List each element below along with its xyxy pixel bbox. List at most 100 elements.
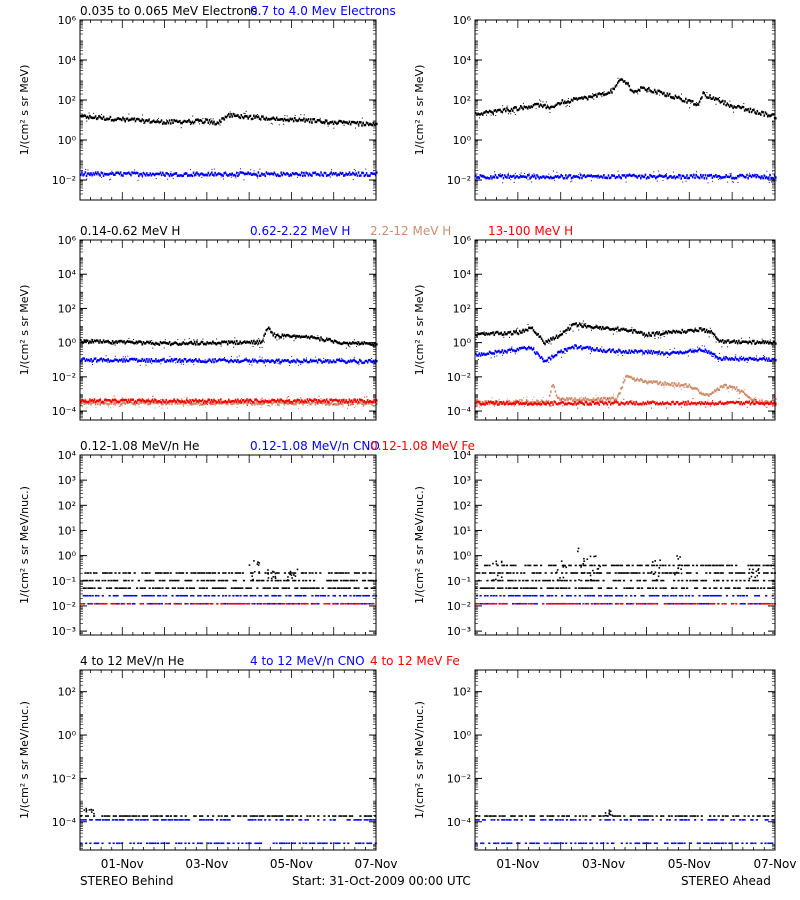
- data-point: [636, 351, 639, 354]
- data-point: [485, 400, 487, 403]
- data-point: [730, 400, 732, 404]
- data-point: [85, 339, 88, 342]
- data-point: [154, 120, 156, 124]
- data-point: [555, 394, 558, 397]
- data-point-scatter: [283, 123, 285, 125]
- data-point: [279, 360, 281, 364]
- data-point: [168, 174, 171, 178]
- data-point: [280, 336, 282, 339]
- data-point-scatter: [269, 328, 271, 330]
- data-point: [339, 342, 342, 345]
- data-point: [635, 330, 637, 334]
- data-point: [763, 114, 766, 117]
- data-point-scatter: [263, 341, 265, 343]
- data-point-scatter: [341, 357, 343, 359]
- data-point-scatter: [364, 396, 366, 398]
- data-point: [569, 402, 572, 405]
- data-point: [239, 401, 241, 405]
- y-tick-label: 10⁴: [58, 54, 77, 67]
- data-point: [637, 88, 640, 92]
- data-point: [765, 341, 768, 345]
- data-point: [139, 340, 141, 343]
- data-point: [281, 399, 284, 403]
- data-point: [157, 402, 160, 405]
- data-point: [761, 399, 763, 402]
- data-point-scatter: [372, 343, 374, 345]
- data-point-scatter: [695, 171, 697, 173]
- data-point: [623, 80, 626, 83]
- data-point: [531, 403, 534, 406]
- data-point: [349, 173, 352, 176]
- data-point-scatter: [290, 173, 292, 175]
- data-point: [740, 389, 742, 393]
- data-point: [741, 390, 744, 393]
- data-point: [618, 80, 620, 83]
- data-point: [516, 332, 519, 335]
- data-point: [300, 401, 303, 404]
- data-point-scatter: [514, 353, 516, 355]
- data-point-scatter: [740, 355, 742, 357]
- data-point: [601, 350, 604, 353]
- data-point: [190, 121, 193, 125]
- data-point: [679, 331, 681, 334]
- data-point: [641, 174, 643, 177]
- data-point: [246, 402, 248, 406]
- data-point: [747, 341, 749, 345]
- data-point: [346, 401, 348, 404]
- data-point: [568, 101, 571, 104]
- data-point: [622, 349, 625, 353]
- data-point-scatter: [219, 399, 221, 401]
- data-point-scatter: [274, 362, 276, 364]
- data-point-scatter: [566, 104, 568, 106]
- data-point: [480, 174, 483, 178]
- data-point: [768, 176, 770, 179]
- data-point: [214, 342, 216, 345]
- data-point: [315, 337, 318, 340]
- data-point: [118, 358, 121, 362]
- data-point: [635, 400, 637, 404]
- data-point-scatter: [498, 398, 500, 400]
- data-point: [592, 174, 595, 178]
- data-point: [325, 337, 328, 340]
- data-point: [637, 330, 640, 334]
- data-point-scatter: [569, 105, 571, 107]
- data-point-scatter: [475, 406, 477, 408]
- data-point-scatter: [590, 180, 592, 182]
- data-point: [89, 359, 91, 363]
- data-point: [232, 174, 235, 177]
- data-point: [99, 174, 101, 177]
- data-point: [529, 347, 531, 350]
- data-point: [559, 175, 561, 179]
- data-point-scatter: [595, 399, 597, 401]
- data-point: [289, 335, 292, 338]
- data-point-scatter: [685, 402, 687, 404]
- data-point: [183, 342, 186, 345]
- data-point: [732, 400, 734, 404]
- data-point-scatter: [303, 114, 305, 116]
- data-point: [80, 114, 82, 118]
- data-point-scatter: [294, 400, 296, 402]
- data-point-scatter: [548, 342, 550, 344]
- data-point: [687, 350, 689, 353]
- data-point-scatter: [526, 396, 528, 398]
- data-point: [673, 97, 676, 100]
- data-point-scatter: [283, 400, 285, 402]
- data-point: [523, 105, 526, 108]
- data-point: [650, 349, 652, 353]
- data-point: [232, 360, 235, 364]
- data-point: [626, 374, 628, 378]
- data-point: [233, 359, 236, 362]
- data-point-scatter: [698, 102, 700, 104]
- data-point: [600, 93, 603, 96]
- data-point: [164, 360, 166, 363]
- data-point: [296, 119, 298, 123]
- data-point-scatter: [85, 398, 87, 400]
- data-point-scatter: [680, 388, 682, 390]
- data-point: [772, 400, 775, 404]
- data-point: [85, 358, 88, 361]
- data-point-scatter: [353, 356, 355, 358]
- data-point: [204, 360, 206, 364]
- data-point-scatter: [165, 119, 167, 121]
- data-point: [675, 175, 678, 179]
- data-point: [709, 402, 711, 405]
